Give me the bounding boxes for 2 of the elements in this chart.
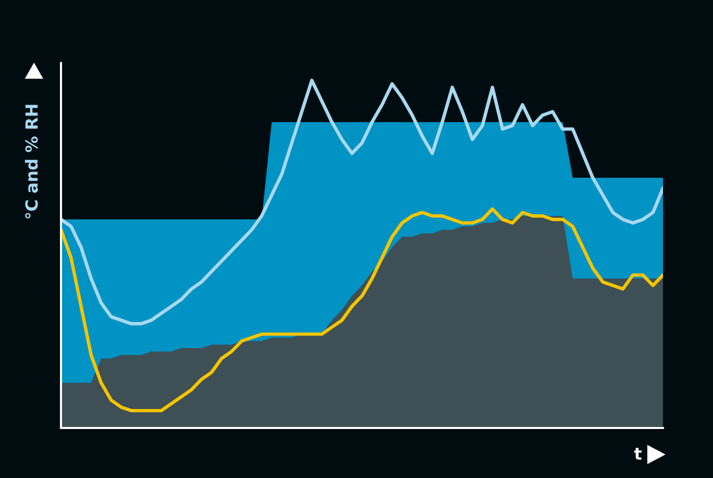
x-axis-title: t	[634, 448, 642, 460]
y-axis-title: °C and % RH	[24, 104, 38, 218]
